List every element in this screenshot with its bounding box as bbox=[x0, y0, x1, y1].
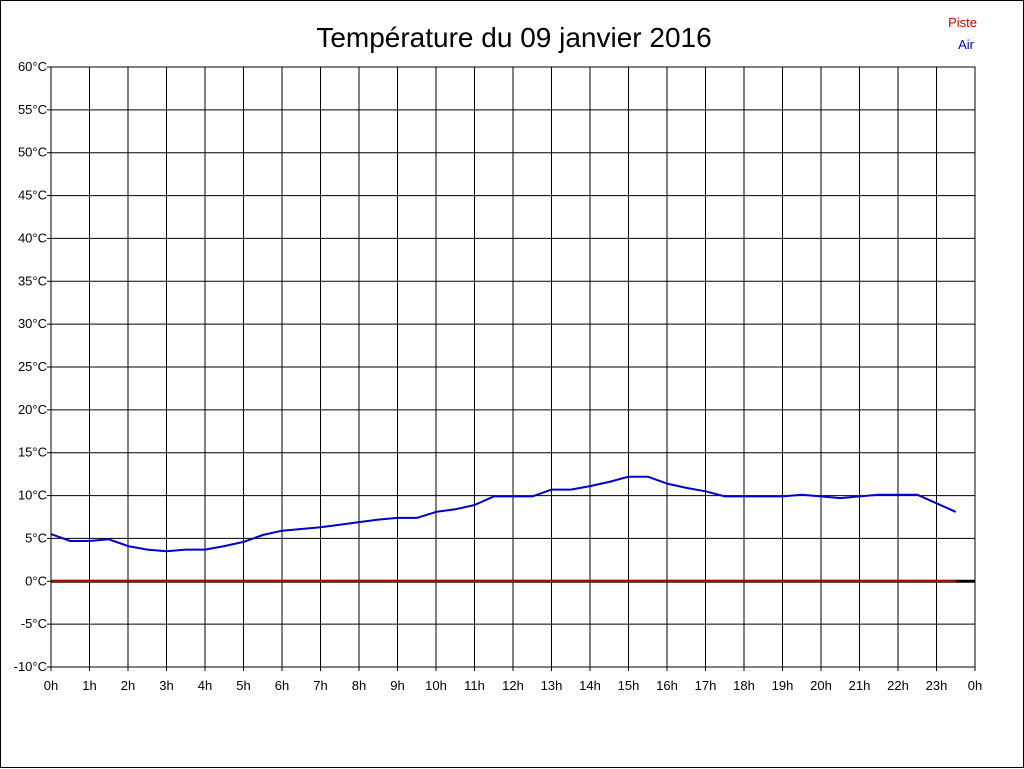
y-tick-label: 30°C bbox=[18, 316, 47, 331]
plot-area-border bbox=[50, 66, 976, 668]
x-tick-label: 6h bbox=[275, 678, 289, 693]
y-tick-label: -5°C bbox=[21, 616, 47, 631]
data-point-air bbox=[628, 476, 630, 478]
data-point-air bbox=[839, 497, 841, 499]
data-point-air bbox=[146, 549, 148, 551]
data-point-air bbox=[204, 549, 206, 551]
grid-lines bbox=[50, 66, 976, 668]
data-point-air bbox=[262, 534, 264, 536]
data-point-air bbox=[127, 545, 129, 547]
x-tick-label: 13h bbox=[541, 678, 563, 693]
y-tick-label: -10°C bbox=[14, 659, 47, 674]
data-point-air bbox=[358, 521, 360, 523]
x-tick-label: 15h bbox=[618, 678, 640, 693]
y-tick-label: 20°C bbox=[18, 402, 47, 417]
data-point-air bbox=[223, 545, 225, 547]
x-tick-label: 21h bbox=[849, 678, 871, 693]
y-tick-label: 55°C bbox=[18, 102, 47, 117]
y-tick-label: 5°C bbox=[25, 530, 47, 545]
x-tick-label: 7h bbox=[313, 678, 327, 693]
data-point-air bbox=[531, 495, 533, 497]
data-point-air bbox=[685, 487, 687, 489]
chart-title: Température du 09 janvier 2016 bbox=[316, 22, 711, 53]
data-point-air bbox=[108, 538, 110, 540]
legend-entry-air: Air bbox=[958, 37, 975, 52]
data-point-piste bbox=[955, 580, 957, 582]
data-point-air bbox=[801, 494, 803, 496]
data-point-air bbox=[705, 490, 707, 492]
x-axis-ticks: 0h 1h 2h 3h 4h 5h 6h 7h 8h 9h 10h 11h 12h 13h 14h 15h 16… bbox=[44, 667, 982, 693]
x-tick-label: 22h bbox=[887, 678, 909, 693]
y-tick-label: 45°C bbox=[18, 188, 47, 203]
data-point-air bbox=[608, 481, 610, 483]
data-point-air bbox=[474, 504, 476, 506]
data-point-air bbox=[281, 530, 283, 532]
x-tick-label: 10h bbox=[425, 678, 447, 693]
x-tick-label: 8h bbox=[352, 678, 366, 693]
data-point-air bbox=[820, 495, 822, 497]
data-point-air bbox=[435, 511, 437, 513]
y-tick-label: 40°C bbox=[18, 230, 47, 245]
y-tick-label: 60°C bbox=[18, 59, 47, 74]
data-point-air bbox=[916, 494, 918, 496]
data-point-air bbox=[493, 495, 495, 497]
y-tick-label: 25°C bbox=[18, 359, 47, 374]
data-point-air bbox=[936, 502, 938, 504]
series-layer bbox=[50, 475, 975, 583]
data-point-air bbox=[955, 511, 957, 513]
x-tick-label: 0h bbox=[44, 678, 58, 693]
x-tick-label: 12h bbox=[502, 678, 524, 693]
data-point-air bbox=[416, 517, 418, 519]
data-point-air bbox=[762, 495, 764, 497]
data-point-air bbox=[166, 550, 168, 552]
data-point-air bbox=[300, 528, 302, 530]
data-point-air bbox=[243, 541, 245, 543]
data-point-air bbox=[743, 495, 745, 497]
data-point-air bbox=[859, 495, 861, 497]
x-tick-label: 0h bbox=[968, 678, 982, 693]
data-point-air bbox=[512, 495, 514, 497]
data-point-air bbox=[589, 485, 591, 487]
data-point-air bbox=[69, 540, 71, 542]
data-point-air bbox=[89, 540, 91, 542]
x-tick-label: 16h bbox=[656, 678, 678, 693]
data-point-air bbox=[782, 495, 784, 497]
y-tick-label: 35°C bbox=[18, 273, 47, 288]
x-tick-label: 11h bbox=[464, 678, 485, 693]
data-point-air bbox=[454, 508, 456, 510]
y-tick-label: 50°C bbox=[18, 145, 47, 160]
x-tick-label: 4h bbox=[198, 678, 212, 693]
x-tick-label: 18h bbox=[733, 678, 755, 693]
y-axis-ticks: 60°C 55°C 50°C 45°C 40°C 35°C 30°C 25°C 20°C 15°C… bbox=[14, 59, 51, 674]
legend-entry-piste: Piste bbox=[948, 15, 977, 30]
y-tick-label: 10°C bbox=[18, 488, 47, 503]
x-tick-label: 20h bbox=[810, 678, 832, 693]
data-point-air bbox=[339, 524, 341, 526]
x-tick-label: 14h bbox=[579, 678, 601, 693]
x-tick-label: 19h bbox=[772, 678, 794, 693]
x-tick-label: 23h bbox=[926, 678, 948, 693]
data-point-air bbox=[185, 549, 187, 551]
data-point-air bbox=[647, 476, 649, 478]
x-tick-label: 3h bbox=[159, 678, 173, 693]
data-point-air bbox=[570, 489, 572, 491]
data-point-air bbox=[897, 494, 899, 496]
data-point-air bbox=[377, 519, 379, 521]
data-point-air bbox=[878, 494, 880, 496]
x-tick-label: 17h bbox=[695, 678, 717, 693]
x-tick-label: 2h bbox=[121, 678, 135, 693]
y-tick-label: 15°C bbox=[18, 445, 47, 460]
data-point-air bbox=[724, 495, 726, 497]
x-tick-label: 1h bbox=[82, 678, 96, 693]
x-tick-label: 5h bbox=[236, 678, 250, 693]
y-tick-label: 0°C bbox=[25, 573, 47, 588]
series-line-air bbox=[50, 475, 957, 553]
data-point-air bbox=[666, 483, 668, 485]
data-point-air bbox=[551, 489, 553, 491]
data-point-air bbox=[320, 526, 322, 528]
data-point-air bbox=[397, 517, 399, 519]
x-tick-label: 9h bbox=[390, 678, 404, 693]
